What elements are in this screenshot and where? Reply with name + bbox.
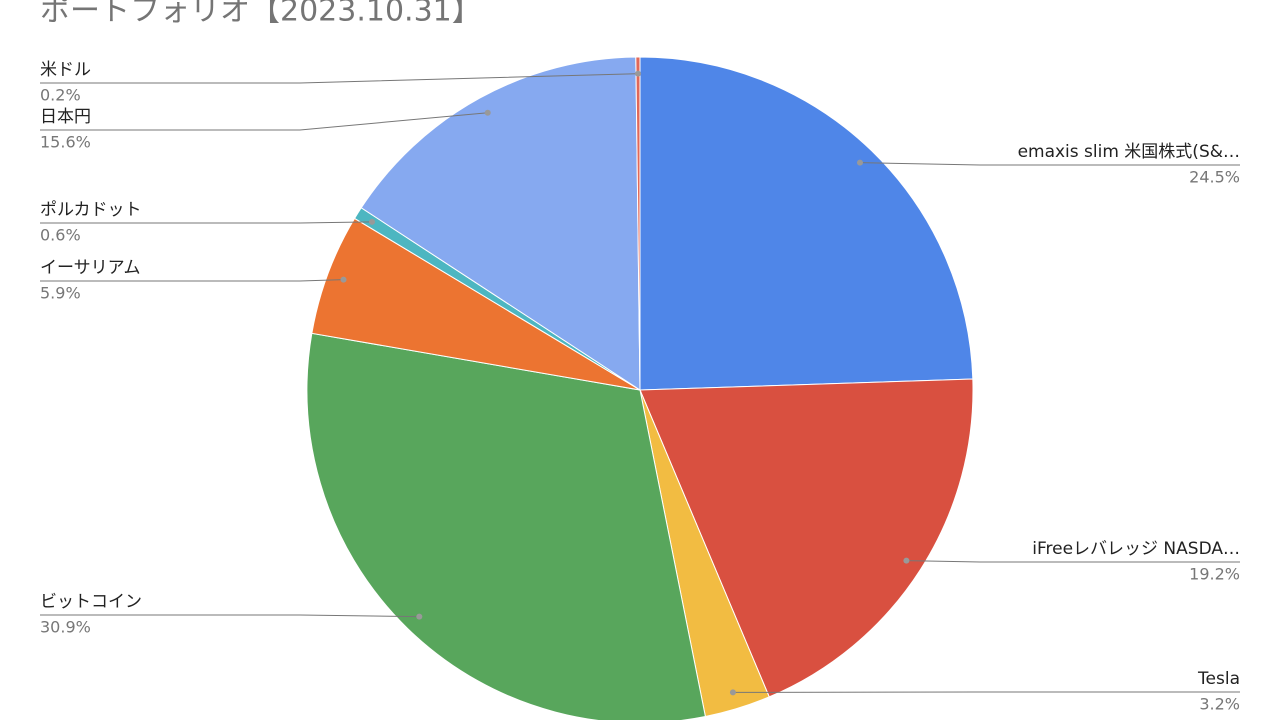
value-label: 0.2% xyxy=(40,86,81,105)
leader-line xyxy=(859,162,1240,166)
leader-dot xyxy=(635,70,642,77)
legend-label: 米ドル xyxy=(40,60,91,80)
value-label: 30.9% xyxy=(40,618,91,637)
pie-slice xyxy=(311,217,641,391)
value-label: 5.9% xyxy=(40,284,81,303)
leader-line xyxy=(40,112,488,131)
leader-line xyxy=(40,221,373,224)
leader-dot xyxy=(856,159,863,166)
legend-label: emaxis slim 米国株式(S&… xyxy=(1018,142,1240,162)
leader-line xyxy=(906,560,1240,563)
leader-dot xyxy=(729,689,736,696)
leader-line xyxy=(40,73,639,84)
legend-label: イーサリアム xyxy=(40,258,140,278)
legend-label: iFreeレバレッジ NASDA… xyxy=(1032,539,1240,559)
legend-label: ポルカドット xyxy=(40,200,142,220)
pie-slice xyxy=(360,56,641,391)
pie-slice xyxy=(306,332,707,720)
legend-label: ビットコイン xyxy=(40,592,142,612)
value-label: 19.2% xyxy=(1189,565,1240,584)
leader-dot xyxy=(340,276,347,283)
value-label: 0.6% xyxy=(40,226,81,245)
leader-dot xyxy=(369,218,376,225)
legend-label: 日本円 xyxy=(40,107,91,127)
chart-title: ポートフォリオ【2023.10.31】 xyxy=(40,0,482,29)
value-label: 3.2% xyxy=(1199,695,1240,714)
leader-dot xyxy=(484,109,491,116)
pie-slice xyxy=(635,56,641,391)
leader-dot xyxy=(416,613,423,620)
value-label: 24.5% xyxy=(1189,168,1240,187)
value-label: 15.6% xyxy=(40,133,91,152)
pie-slice xyxy=(639,378,974,698)
leader-line xyxy=(40,614,420,618)
legend-label: Tesla xyxy=(1197,669,1240,689)
leader-line xyxy=(40,279,344,282)
pie-slice xyxy=(639,56,974,391)
leader-dot xyxy=(903,557,910,564)
